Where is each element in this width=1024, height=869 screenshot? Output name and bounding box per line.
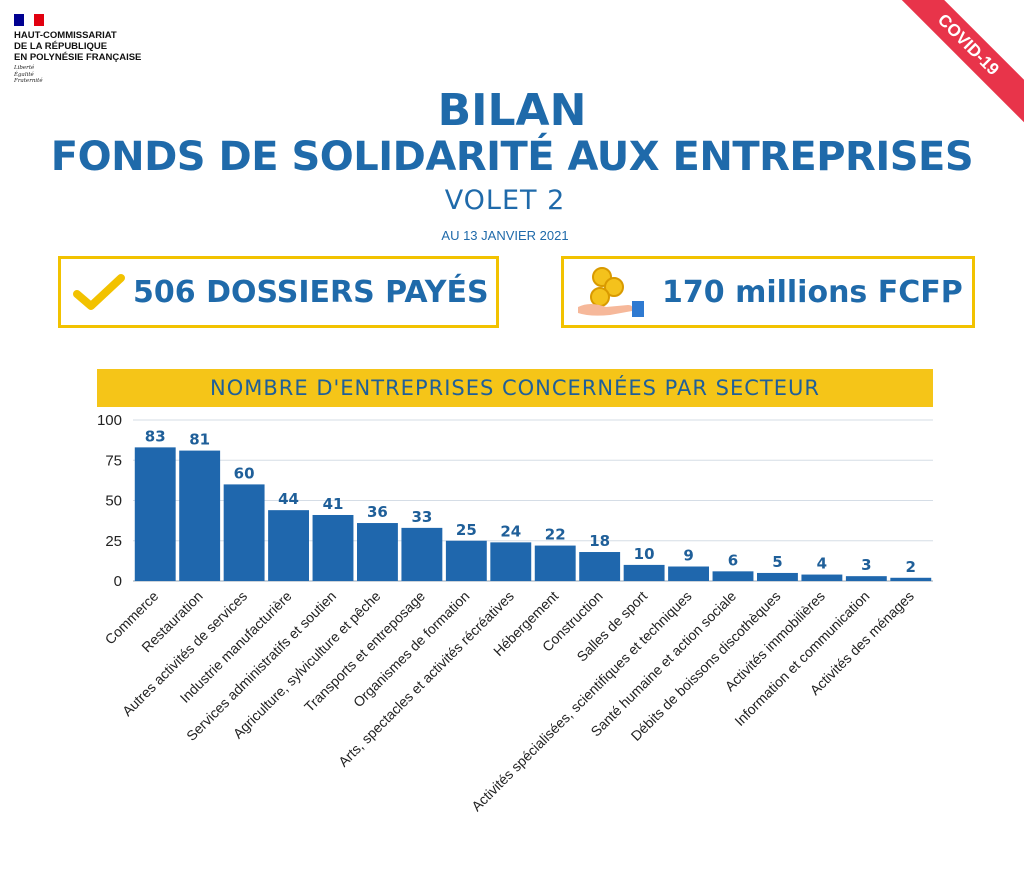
motto-line: Fraternité [14,78,43,84]
bar [623,564,665,581]
y-tick-label: 75 [105,452,122,469]
bar [223,484,265,581]
bar [312,514,354,581]
coins-hand-icon [578,267,644,317]
check-icon [73,274,125,310]
bar [268,510,309,581]
bar-value-label: 36 [367,503,388,521]
chart-gridlines [133,419,933,582]
chart-value-labels: 83 81 60 44 41 36 33 25 24 22 18 10 9 6 5 4 3 2 [145,427,916,575]
logo-line: EN POLYNÉSIE FRANÇAISE [14,52,142,63]
logo-line: DE LA RÉPUBLIQUE [14,41,108,52]
bar-value-label: 60 [234,464,255,482]
bar-value-label: 81 [189,431,210,449]
logo-line: HAUT-COMMISSARIAT [14,30,117,41]
bar [845,576,887,581]
chart-title-banner: NOMBRE D'ENTREPRISES CONCERNÉES PAR SECT… [97,369,933,407]
bar-value-label: 24 [500,522,521,540]
bar-value-label: 18 [589,532,610,550]
bar [668,566,709,581]
motto-line: Liberté [14,65,35,71]
report-date: AU 13 JANVIER 2021 [441,228,569,243]
bar-value-label: 3 [861,556,871,574]
bar-value-label: 5 [772,553,782,571]
flag-red [34,14,44,26]
bar-value-label: 10 [634,545,655,563]
logo-text: HAUT-COMMISSARIAT DE LA RÉPUBLIQUE EN PO… [14,30,141,63]
kpi-dossiers-text: 506 DOSSIERS PAYÉS [133,274,489,310]
logo-motto: Liberté Égalité Fraternité [14,65,141,85]
flag-icon [14,14,44,26]
bar-value-label: 25 [456,521,477,539]
bar [579,552,621,581]
bar [445,540,487,581]
y-tick-label: 0 [114,573,122,590]
government-logo: HAUT-COMMISSARIAT DE LA RÉPUBLIQUE EN PO… [14,14,141,85]
y-tick-label: 50 [105,493,122,510]
bar [890,577,932,581]
bar [757,572,798,581]
bar-value-label: 4 [817,555,827,573]
chart-bars [134,447,932,581]
sector-bar-chart: 0 25 50 75 100 83 81 60 44 41 36 33 25 24 22 18 10 9 6 5 4 3… [97,412,933,815]
bar [134,447,176,581]
kpi-montant: 170 millions FCFP [561,256,975,328]
bar-value-label: 22 [545,526,566,544]
bar [490,542,532,581]
bar [179,450,221,581]
bar-value-label: 6 [728,551,738,569]
flag-blue [14,14,24,26]
y-tick-label: 100 [97,412,122,429]
kpi-montant-text: 170 millions FCFP [662,274,963,310]
bar-value-label: 83 [145,427,166,445]
bar [712,571,754,581]
bar-value-label: 9 [683,547,693,565]
bar [357,523,398,581]
bar [801,574,843,581]
page-title-line2: FONDS DE SOLIDARITÉ AUX ENTREPRISES [50,134,974,180]
bar-value-label: 41 [323,495,344,513]
y-axis-ticks: 0 25 50 75 100 [97,412,122,590]
page-subtitle: VOLET 2 [444,185,566,216]
page-title: BILAN [437,85,587,136]
bar-value-label: 33 [411,508,432,526]
y-tick-label: 25 [105,533,122,550]
bar-value-label: 44 [278,490,299,508]
motto-line: Égalité [14,71,34,78]
bar-value-label: 2 [906,558,916,576]
bar [534,545,576,581]
flag-white [24,14,34,26]
kpi-dossiers: 506 DOSSIERS PAYÉS [58,256,499,328]
bar [401,527,443,581]
